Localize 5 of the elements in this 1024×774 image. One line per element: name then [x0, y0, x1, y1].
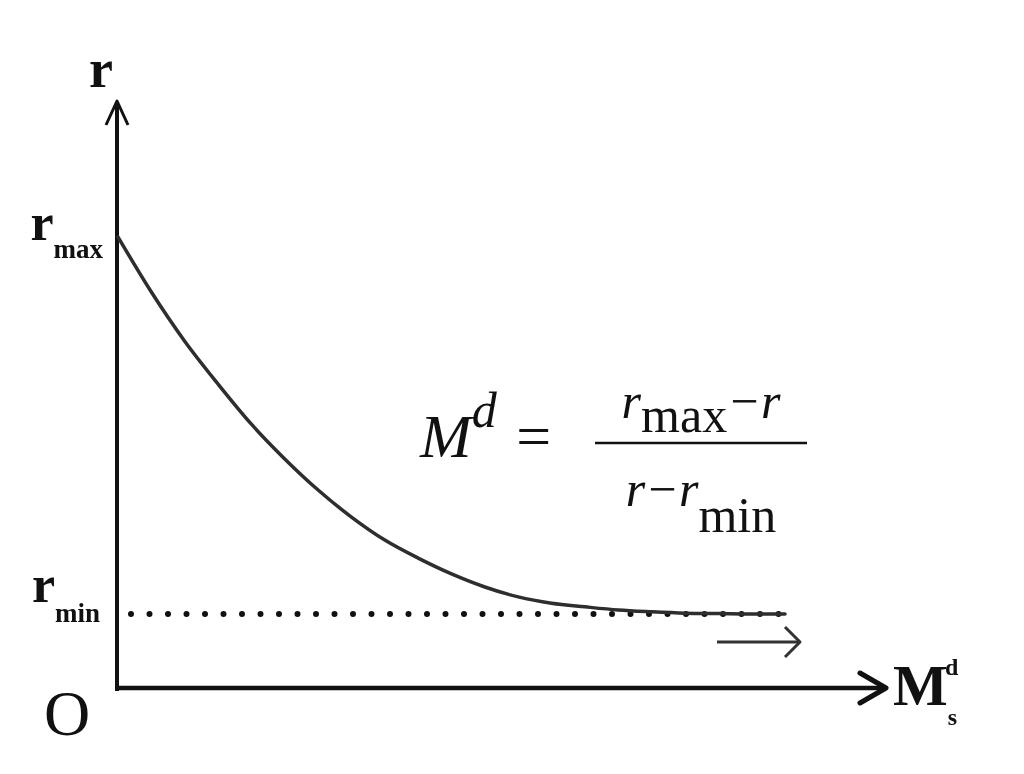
text: O	[43, 678, 91, 749]
annotation: M$^{d}$ =	[419, 382, 554, 470]
y-axis-title: r	[89, 39, 113, 99]
ref-line-label: r$_{min}$	[31, 556, 100, 629]
text: r$_{max}$	[30, 194, 104, 264]
